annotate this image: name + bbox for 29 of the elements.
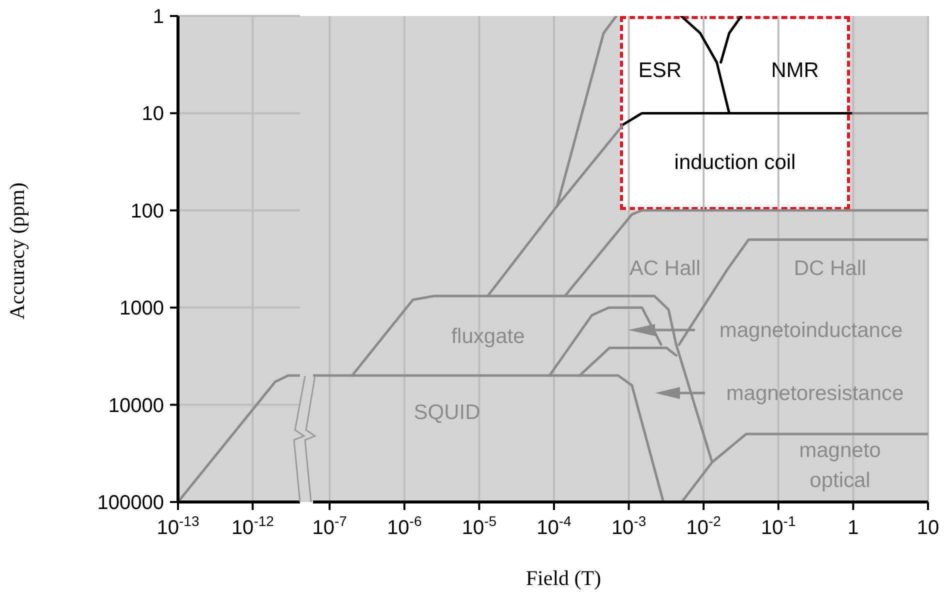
y-tick-label: 100 — [130, 200, 164, 222]
x-tick-label: 10$^{-2}$ — [686, 513, 722, 539]
y-tick-label: 10000 — [108, 394, 164, 417]
x-axis-title: Field (T) — [526, 566, 602, 590]
x-tick-label: 10 — [916, 517, 940, 539]
annotation: magnetoinductance — [719, 319, 903, 342]
annotation: NMR — [771, 59, 819, 82]
x-tick-label: 10$^{-13}$ — [156, 513, 200, 539]
annotation: fluxgate — [451, 325, 525, 348]
x-tick-label: 10$^{-7}$ — [312, 513, 348, 539]
y-tick-label: 1000 — [120, 298, 164, 320]
y-axis-title: Accuracy (ppm) — [5, 182, 29, 320]
x-tick-label: 10$^{-12}$ — [231, 513, 274, 539]
annotation: magneto optical — [799, 439, 881, 492]
annotation: magnetoresistance — [726, 382, 904, 405]
x-tick-label: 10$^{-6}$ — [387, 513, 422, 539]
x-tick-label: 10$^{-3}$ — [611, 513, 646, 539]
annotation: DC Hall — [794, 257, 866, 280]
x-tick-label: 10$^{-4}$ — [536, 513, 572, 539]
x-tick-label: 10$^{-1}$ — [761, 513, 796, 539]
annotation: ESR — [638, 59, 682, 82]
annotation: SQUID — [414, 401, 480, 424]
x-tick-label: 1 — [848, 517, 859, 539]
y-tick-label: 100000 — [97, 492, 164, 514]
y-tick-label: 1 — [152, 6, 164, 28]
x-tick-label: 10$^{-5}$ — [462, 513, 497, 539]
y-tick-label: 10 — [142, 103, 164, 126]
annotation: AC Hall — [629, 257, 701, 280]
annotation: induction coil — [674, 151, 796, 174]
